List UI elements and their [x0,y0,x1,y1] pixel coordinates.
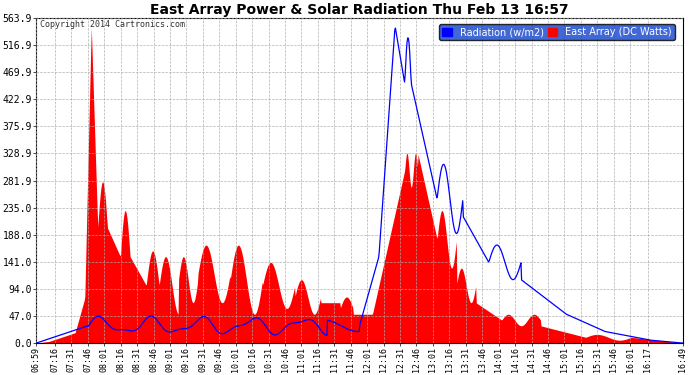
Text: Copyright 2014 Cartronics.com: Copyright 2014 Cartronics.com [39,20,184,28]
Title: East Array Power & Solar Radiation Thu Feb 13 16:57: East Array Power & Solar Radiation Thu F… [150,3,569,17]
Legend: Radiation (w/m2), East Array (DC Watts): Radiation (w/m2), East Array (DC Watts) [440,24,675,40]
